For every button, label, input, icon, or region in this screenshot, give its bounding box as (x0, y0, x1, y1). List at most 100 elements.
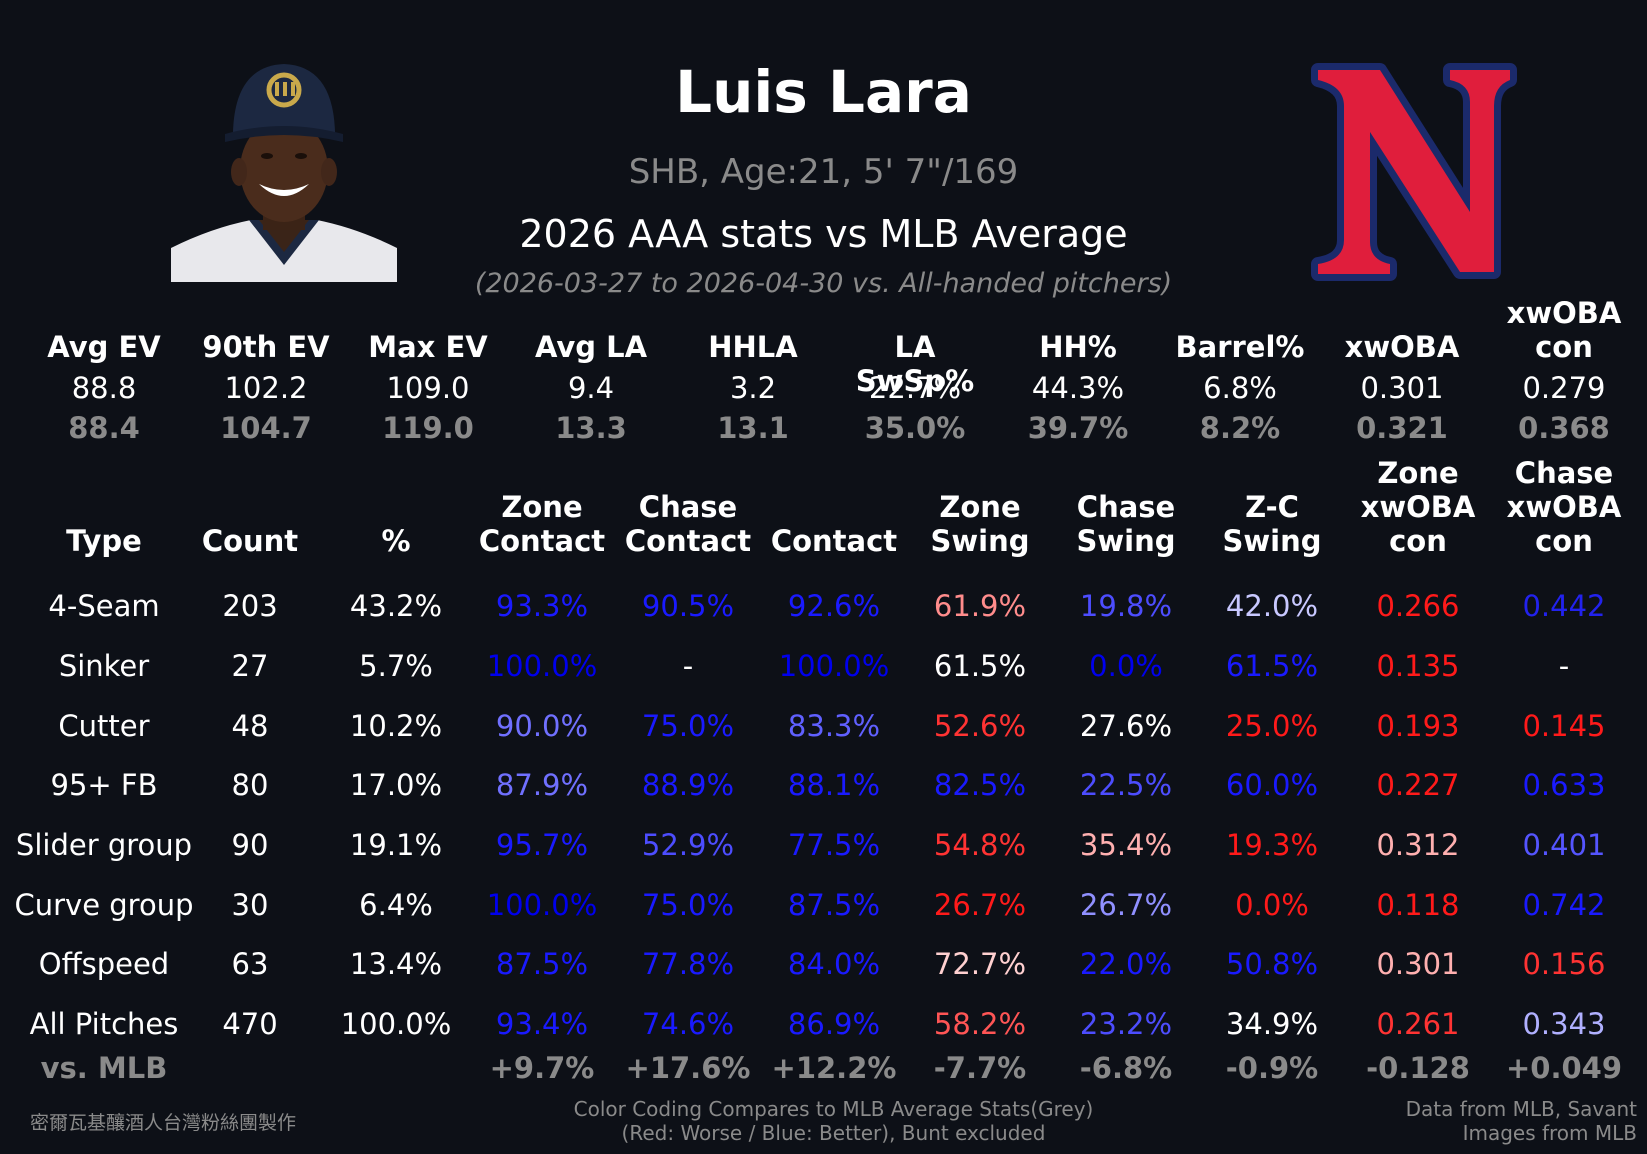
vs-mlb-diff: -0.128 (1366, 1051, 1470, 1085)
footer-color-note: Color Coding Compares to MLB Average Sta… (0, 1097, 1647, 1145)
table-cell: 74.6% (641, 1007, 735, 1041)
table-cell: 0.633 (1522, 768, 1606, 802)
table-cell: 95.7% (495, 828, 589, 862)
vs-mlb-diff: +12.2% (771, 1051, 897, 1085)
table-cell: 83.3% (787, 709, 881, 743)
table-cell: 88.1% (787, 768, 881, 802)
table-cell: 60.0% (1225, 768, 1319, 802)
summary-mlb-average: 13.3 (555, 411, 627, 445)
table-cell: 470 (222, 1007, 278, 1041)
footer-source: Data from MLB, Savant Images from MLB (1406, 1097, 1637, 1145)
table-cell: 88.9% (641, 768, 735, 802)
pitch-type-label: 4-Seam (48, 589, 160, 623)
pitch-type-label: Cutter (58, 709, 150, 743)
summary-value: 44.3% (1031, 371, 1125, 405)
pitch-type-label: All Pitches (29, 1007, 179, 1041)
table-cell: 0.442 (1522, 589, 1606, 623)
table-header-cell: % (381, 524, 411, 558)
pitch-type-label: 95+ FB (50, 768, 158, 802)
table-cell: 61.5% (1225, 649, 1319, 683)
table-cell: 93.3% (495, 589, 589, 623)
table-cell: 0.118 (1376, 888, 1460, 922)
table-cell: 100.0% (486, 888, 598, 922)
vs-mlb-diff: -0.9% (1225, 1051, 1319, 1085)
footer-color-note-line2: (Red: Worse / Blue: Better), Bunt exclud… (621, 1121, 1046, 1145)
footer-source-line1: Data from MLB, Savant (1405, 1097, 1637, 1121)
table-cell: 90.5% (641, 589, 735, 623)
table-cell: 27 (231, 649, 269, 683)
table-header-cell: Zone Contact (478, 490, 606, 558)
summary-value: 0.301 (1360, 371, 1444, 405)
table-cell: 0.343 (1522, 1007, 1606, 1041)
table-cell: 80 (231, 768, 269, 802)
table-cell: 0.401 (1522, 828, 1606, 862)
pitch-type-label: Offspeed (38, 947, 170, 981)
table-cell: 0.301 (1376, 947, 1460, 981)
table-cell: 77.8% (641, 947, 735, 981)
summary-label: Avg EV (47, 330, 161, 364)
table-cell: 19.3% (1225, 828, 1319, 862)
table-header-cell: Type (66, 524, 142, 558)
table-cell: 0.156 (1522, 947, 1606, 981)
table-cell: - (682, 649, 694, 683)
summary-label: Avg LA (534, 330, 648, 364)
table-cell: 92.6% (787, 589, 881, 623)
summary-value: 3.2 (729, 371, 777, 405)
summary-mlb-average: 35.0% (864, 411, 966, 445)
summary-mlb-average: 13.1 (717, 411, 789, 445)
table-cell: 34.9% (1225, 1007, 1319, 1041)
summary-label: HHLA (708, 330, 798, 364)
table-cell: 87.5% (495, 947, 589, 981)
table-cell: 30 (231, 888, 269, 922)
summary-value: 88.8 (71, 371, 137, 405)
summary-label: HH% (1039, 330, 1117, 364)
summary-mlb-average: 8.2% (1199, 411, 1281, 445)
table-cell: 22.0% (1079, 947, 1173, 981)
table-cell: 75.0% (641, 888, 735, 922)
table-cell: 86.9% (787, 1007, 881, 1041)
table-cell: 84.0% (787, 947, 881, 981)
player-info: SHB, Age:21, 5' 7"/169 (628, 152, 1019, 192)
table-cell: 90 (231, 828, 269, 862)
summary-value: 109.0 (386, 371, 470, 405)
summary-label: xwOBA con (1506, 296, 1622, 364)
table-cell: 19.8% (1079, 589, 1173, 623)
table-cell: 61.9% (933, 589, 1027, 623)
summary-label: xwOBA (1344, 330, 1460, 364)
summary-mlb-average: 0.368 (1518, 411, 1610, 445)
table-cell: 0.193 (1376, 709, 1460, 743)
table-header-cell: Contact (770, 524, 898, 558)
summary-value: 102.2 (224, 371, 308, 405)
table-cell: 43.2% (349, 589, 443, 623)
vs-mlb-diff: -6.8% (1079, 1051, 1173, 1085)
player-name: Luis Lara (675, 58, 972, 126)
pitch-type-label: Slider group (15, 828, 193, 862)
vs-mlb-diff: +0.049 (1505, 1051, 1623, 1085)
summary-label: Barrel% (1175, 330, 1305, 364)
summary-mlb-average: 119.0 (382, 411, 474, 445)
table-cell: 100.0% (486, 649, 598, 683)
table-cell: 93.4% (495, 1007, 589, 1041)
table-cell: 100.0% (778, 649, 890, 683)
summary-label: LA SwSp% (855, 330, 975, 398)
table-cell: 90.0% (495, 709, 589, 743)
table-cell: 0.261 (1376, 1007, 1460, 1041)
table-cell: 0.145 (1522, 709, 1606, 743)
table-header-cell: Zone xwOBA con (1360, 456, 1476, 558)
table-cell: 25.0% (1225, 709, 1319, 743)
table-cell: 50.8% (1225, 947, 1319, 981)
summary-mlb-average: 39.7% (1027, 411, 1129, 445)
table-header-cell: Chase xwOBA con (1506, 456, 1622, 558)
vs-mlb-diff: +17.6% (625, 1051, 751, 1085)
table-cell: 63 (231, 947, 269, 981)
table-cell: 0.312 (1376, 828, 1460, 862)
table-cell: 6.4% (359, 888, 433, 922)
table-cell: 26.7% (933, 888, 1027, 922)
table-cell: 0.266 (1376, 589, 1460, 623)
table-cell: 22.5% (1079, 768, 1173, 802)
table-cell: 0.0% (1089, 649, 1163, 683)
table-cell: 72.7% (933, 947, 1027, 981)
table-cell: 52.9% (641, 828, 735, 862)
table-header-cell: Chase Swing (1076, 490, 1176, 558)
table-header-cell: Count (201, 524, 299, 558)
